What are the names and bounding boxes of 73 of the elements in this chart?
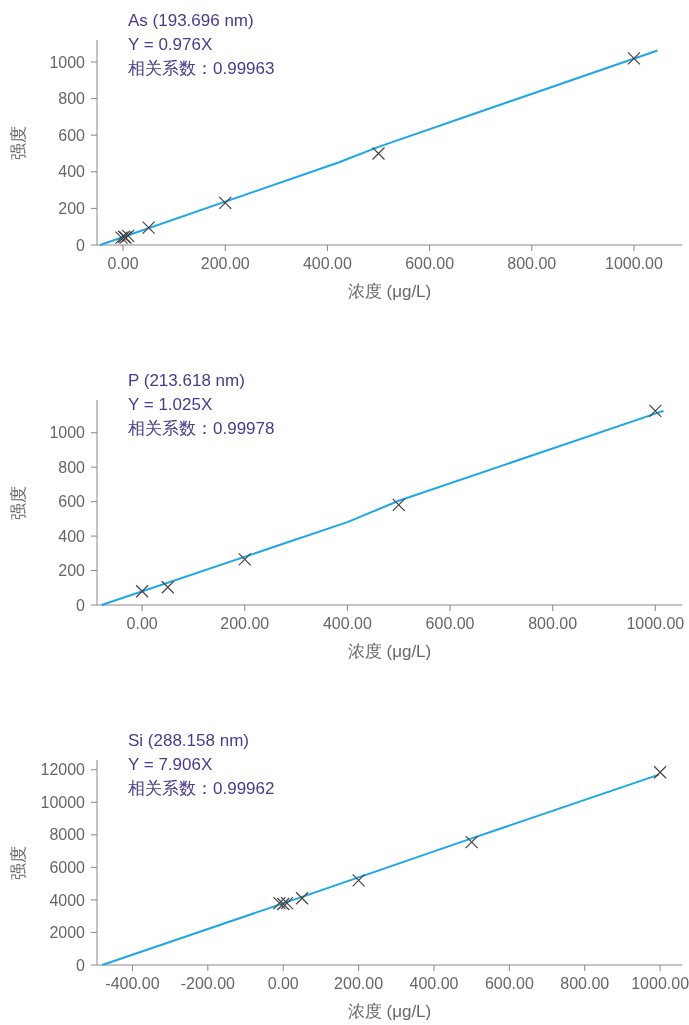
point <box>653 765 667 779</box>
point <box>465 835 479 849</box>
x-tick-label: 0.00 <box>267 975 299 992</box>
y-tick-label: 0 <box>76 236 86 254</box>
x-tick-label: 200.00 <box>334 975 384 992</box>
y-tick-label: 10000 <box>40 793 86 811</box>
y-tick-label: 0 <box>76 956 86 974</box>
point <box>648 404 662 418</box>
x-tick-label: 800.00 <box>528 615 578 632</box>
y-tick-label: 400 <box>58 527 86 545</box>
point <box>295 891 309 905</box>
x-tick-label: 0.00 <box>126 615 158 632</box>
y-tick-label: 6000 <box>49 858 86 876</box>
text: As (193.696 nm) <box>128 11 254 30</box>
point <box>627 51 641 65</box>
annotation: Y = 1.025X <box>128 395 213 414</box>
x-tick-label: 600.00 <box>405 255 455 272</box>
y-axis-title: 强度 <box>9 845 28 880</box>
point <box>371 146 386 161</box>
point <box>218 196 232 210</box>
point <box>161 580 175 594</box>
x-axis-title: 浓度 (μg/L) <box>347 1002 432 1021</box>
x-tick-label: 0.00 <box>107 255 139 272</box>
x-tick-label: 1000.00 <box>631 975 689 992</box>
y-tick-label: 600 <box>58 493 86 511</box>
x-tick-label: -200.00 <box>180 975 236 992</box>
y-tick-label: 2000 <box>49 924 86 942</box>
x-tick-label: 600.00 <box>425 615 475 632</box>
x-tick-label: 600.00 <box>484 975 534 992</box>
point <box>280 896 294 910</box>
point <box>272 896 287 910</box>
x-tick-label: 200.00 <box>200 255 250 272</box>
x-tick-label: 400.00 <box>302 255 352 272</box>
y-tick-label: 1000 <box>49 424 86 442</box>
text: Si (288.158 nm) <box>128 731 249 750</box>
annotation: 相关系数：0.99963 <box>128 59 275 78</box>
y-tick-label: 200 <box>58 562 86 580</box>
y-tick-label: 200 <box>58 199 86 217</box>
x-tick-label: 800.00 <box>507 255 557 272</box>
annotation: Y = 0.976X <box>128 35 213 54</box>
x-tick-label: -400.00 <box>105 975 160 992</box>
x-tick-label: 800.00 <box>560 975 610 992</box>
y-tick-label: 400 <box>58 163 86 181</box>
point <box>142 221 156 235</box>
y-tick-label: 4000 <box>49 891 86 909</box>
x-tick-label: 1000.00 <box>626 615 685 632</box>
x-tick-label: 200.00 <box>220 615 270 632</box>
point <box>276 897 290 911</box>
y-tick-label: 8000 <box>49 826 86 844</box>
annotation: 相关系数：0.99962 <box>128 779 275 798</box>
y-tick-label: 800 <box>58 90 86 108</box>
annotation: 相关系数：0.99978 <box>128 419 275 438</box>
point <box>135 584 149 598</box>
x-axis-title: 浓度 (μg/L) <box>347 282 432 301</box>
x-tick-label: 400.00 <box>322 615 372 632</box>
y-axis-title: 强度 <box>9 125 28 160</box>
line-series <box>100 409 665 606</box>
y-tick-label: 1000 <box>49 53 86 71</box>
point <box>392 498 406 512</box>
annotation: Y = 7.906X <box>128 755 213 774</box>
point <box>351 873 366 887</box>
y-tick-label: 800 <box>58 458 86 476</box>
y-tick-label: 0 <box>76 596 86 614</box>
y-tick-label: 600 <box>58 126 86 144</box>
x-axis-title: 浓度 (μg/L) <box>347 642 432 661</box>
y-axis-title: 强度 <box>9 485 28 520</box>
line-series <box>99 49 659 246</box>
line-series <box>101 773 661 966</box>
y-tick-label: 12000 <box>40 761 86 779</box>
x-tick-label: 1000.00 <box>605 255 663 272</box>
x-tick-label: 400.00 <box>409 975 459 992</box>
point <box>238 552 252 566</box>
text: P (213.618 nm) <box>128 371 245 390</box>
